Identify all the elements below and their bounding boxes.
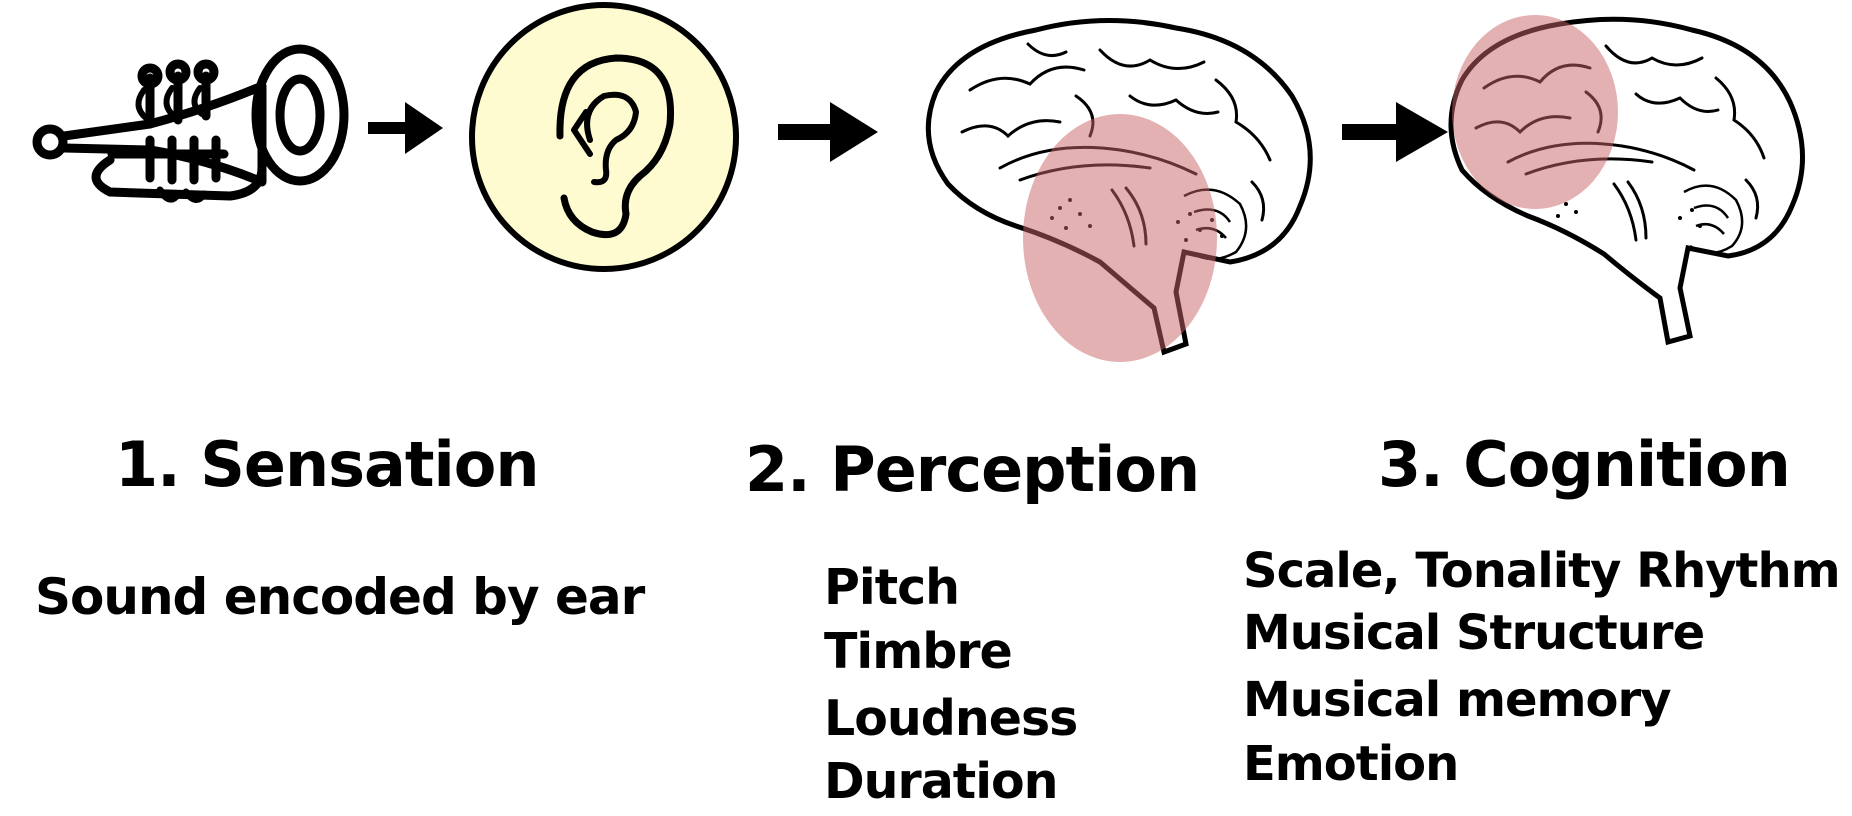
brain-icon — [925, 18, 1313, 362]
perception-item: Pitch — [824, 559, 960, 616]
cognition-item: Scale, Tonality Rhythm — [1243, 543, 1841, 599]
arrow-right-icon — [1342, 102, 1448, 162]
stage-title-sensation: 1. Sensation — [115, 428, 539, 501]
cognition-item: Musical memory — [1243, 672, 1671, 728]
cognition-item: Emotion — [1243, 736, 1459, 792]
arrow-right-icon — [368, 102, 443, 154]
stage-description-sensation: Sound encoded by ear — [35, 568, 645, 626]
brain-icon — [1448, 15, 1805, 346]
trumpet-icon — [32, 44, 349, 203]
perception-item: Duration — [824, 753, 1059, 810]
ear-icon — [469, 2, 739, 272]
perception-item: Loudness — [824, 690, 1078, 747]
arrow-right-icon — [778, 102, 878, 162]
stage-title-perception: 2. Perception — [745, 433, 1200, 506]
perception-item: Timbre — [824, 623, 1013, 680]
stage-title-cognition: 3. Cognition — [1378, 428, 1791, 501]
cognition-item: Musical Structure — [1243, 605, 1705, 661]
